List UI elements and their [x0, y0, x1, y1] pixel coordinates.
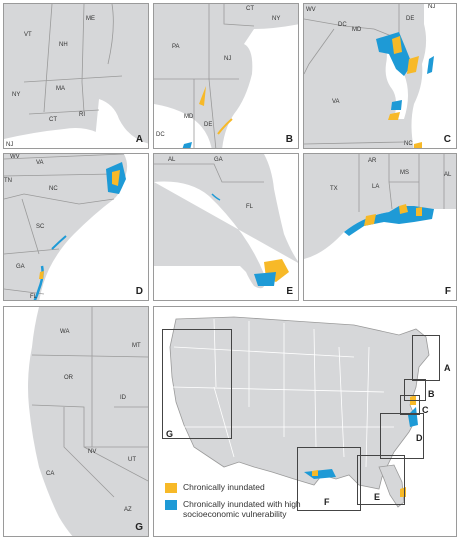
overview-box-label-e: E	[374, 492, 381, 502]
panel-f-state-3: TX	[330, 186, 338, 192]
panel-a-map	[4, 4, 148, 148]
panel-b: NY CT PA NJ MD DE DC B	[153, 3, 299, 149]
overview-box-d	[380, 413, 424, 459]
panel-a-state-6: RI	[79, 112, 85, 118]
panel-b-state-6: DC	[156, 132, 165, 138]
panel-f-map	[304, 154, 456, 300]
panel-g-state-6: CA	[46, 471, 55, 477]
panel-g-state-7: AZ	[124, 507, 132, 513]
overview-map	[169, 316, 430, 508]
panel-e: AL GA FL E	[153, 153, 299, 301]
panel-e-state-2: FL	[246, 204, 254, 210]
overview-box-label-g: G	[166, 429, 174, 439]
panel-g-label: G	[135, 522, 143, 533]
panel-g-map	[4, 307, 148, 536]
legend-label-chronic: Chronically inundated	[183, 482, 265, 492]
legend-swatch-vulnerable	[165, 500, 177, 510]
panel-c-state-0: WV	[306, 7, 316, 13]
overview-box-c	[400, 395, 420, 415]
overview-box-g	[162, 329, 232, 439]
panel-c-state-4: NJ	[428, 4, 436, 10]
panel-d-state-4: SC	[36, 224, 45, 230]
panel-d-state-6: FL	[30, 294, 38, 300]
panel-d: WV VA TN NC SC GA FL D	[3, 153, 149, 301]
panel-d-state-3: NC	[49, 186, 58, 192]
panel-a-state-2: NH	[59, 42, 68, 48]
panel-g-state-3: ID	[120, 395, 126, 401]
panel-b-state-1: CT	[246, 6, 254, 12]
panel-b-state-5: DE	[204, 122, 213, 128]
panel-a-state-0: ME	[86, 16, 95, 22]
panel-c-state-3: DE	[406, 16, 415, 22]
panel-a-state-3: NY	[12, 92, 21, 98]
panel-g-state-4: NV	[88, 449, 97, 455]
overview-box-label-b: B	[428, 389, 435, 399]
panel-c-map	[304, 4, 456, 148]
panel-a-state-7: NJ	[6, 142, 14, 148]
panel-d-state-2: TN	[4, 178, 12, 184]
panel-c-state-2: MD	[352, 27, 362, 33]
overview-box-label-f: F	[324, 497, 330, 507]
panel-d-map	[4, 154, 148, 300]
panel-a: ME VT NH NY MA CT RI NJ A	[3, 3, 149, 149]
panel-f-state-2: AL	[444, 172, 452, 178]
panel-e-map	[154, 154, 298, 300]
panel-c-state-5: VA	[332, 99, 340, 105]
panel-a-state-5: CT	[49, 117, 57, 123]
overview-box-label-c: C	[422, 405, 429, 415]
overview-box-f	[297, 447, 361, 511]
panel-d-label: D	[135, 286, 143, 297]
panel-b-map	[154, 4, 298, 148]
panel-g-state-1: MT	[132, 343, 141, 349]
legend: Chronically inundated Chronically inunda…	[165, 482, 315, 525]
panel-d-state-0: WV	[10, 154, 20, 160]
panel-b-state-0: NY	[272, 16, 281, 22]
overview-box-b	[404, 379, 426, 401]
panel-c-state-6: NC	[404, 141, 413, 147]
panel-g-state-2: OR	[64, 375, 73, 381]
panel-g-state-5: UT	[128, 457, 136, 463]
panel-f-state-0: AR	[368, 158, 377, 164]
panel-b-label: B	[285, 134, 293, 145]
panel-c-label: C	[443, 134, 451, 145]
panel-b-state-4: MD	[184, 114, 194, 120]
panel-e-label: E	[286, 286, 293, 297]
legend-item-chronic: Chronically inundated	[165, 482, 315, 493]
panel-a-state-1: VT	[24, 32, 32, 38]
panel-e-state-0: AL	[168, 157, 176, 163]
panel-d-state-5: GA	[16, 264, 25, 270]
legend-label-vulnerable: Chronically inundated with high socioeco…	[183, 499, 301, 519]
panel-f-state-4: LA	[372, 184, 380, 190]
panel-d-state-1: VA	[36, 160, 44, 166]
panel-f-label: F	[444, 286, 451, 297]
panel-f: AR MS AL TX LA F	[303, 153, 457, 301]
panel-a-label: A	[135, 134, 143, 145]
panel-g-state-0: WA	[60, 329, 70, 335]
panel-b-state-2: PA	[172, 44, 180, 50]
panel-a-state-4: MA	[56, 86, 65, 92]
panel-c-state-1: DC	[338, 22, 347, 28]
overview-panel: A B C D E F G	[153, 306, 457, 537]
overview-box-a	[412, 335, 440, 381]
overview-box-label-d: D	[416, 433, 423, 443]
legend-swatch-chronic	[165, 483, 177, 493]
legend-item-vulnerable: Chronically inundated with high socioeco…	[165, 499, 315, 519]
overview-box-label-a: A	[444, 363, 451, 373]
panel-g: WA MT OR ID NV UT CA AZ G	[3, 306, 149, 537]
panel-b-state-3: NJ	[224, 56, 232, 62]
overview-box-e	[357, 455, 405, 505]
panel-f-state-1: MS	[400, 170, 409, 176]
panel-e-state-1: GA	[214, 157, 223, 163]
panel-c: WV DC MD DE NJ VA NC C	[303, 3, 457, 149]
